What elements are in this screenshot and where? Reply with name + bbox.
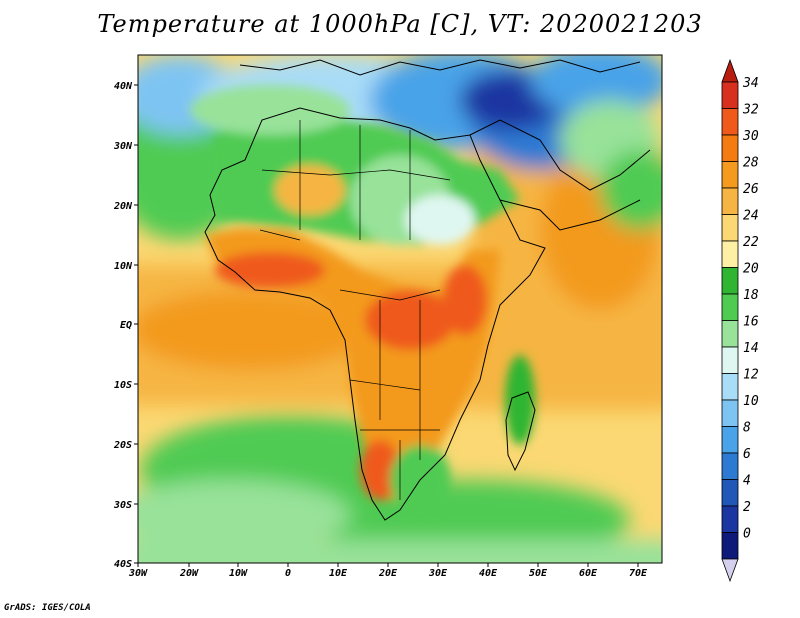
- colorbar-label: 26: [743, 182, 759, 197]
- y-tick-label: EQ: [120, 320, 132, 331]
- colorbar-label: 28: [743, 156, 759, 171]
- colorbar-label: 20: [743, 262, 759, 277]
- x-tick-label: 0: [285, 568, 291, 579]
- x-tick-label: 30W: [128, 568, 148, 579]
- x-tick-label: 10W: [229, 568, 248, 579]
- colorbar-label: 2: [743, 500, 751, 515]
- y-tick-label: 30N: [113, 141, 133, 152]
- colorbar-label: 24: [743, 209, 759, 224]
- colorbar-segment: [721, 214, 739, 242]
- colorbar-label: 10: [743, 394, 759, 409]
- colorbar-label: 4: [743, 474, 751, 489]
- colorbar-segment: [721, 399, 739, 427]
- y-tick-label: 10S: [114, 380, 132, 391]
- y-tick-label: 10N: [114, 261, 133, 272]
- y-tick-label: 20S: [113, 440, 132, 451]
- x-tick-label: 50E: [529, 568, 548, 579]
- chart-title: Temperature at 1000hPa [C], VT: 20200212…: [97, 10, 703, 38]
- colorbar-label: 12: [743, 368, 759, 383]
- credit-text: GrADS: IGES/COLA: [4, 603, 91, 613]
- x-tick-label: 20W: [179, 568, 199, 579]
- coastlines: [204, 59, 651, 521]
- colorbar-label: 32: [742, 103, 759, 118]
- colorbar-segment: [721, 346, 739, 374]
- colorbar-segment: [721, 161, 739, 189]
- x-tick-label: 20E: [378, 568, 398, 579]
- y-tick-label: 40S: [114, 559, 132, 570]
- colorbar-segment: [721, 293, 739, 321]
- colorbar-segment: [721, 505, 739, 533]
- map-frame: [137, 54, 663, 564]
- x-axis: 30W 20W 10W 0 10E 20E 30E 40E 50E 60E 70…: [128, 563, 648, 579]
- x-tick-label: 70E: [629, 568, 648, 579]
- colorbar-segment: [721, 81, 739, 109]
- colorbar-label: 30: [742, 129, 759, 144]
- temperature-field: [138, 55, 662, 563]
- x-tick-label: 60E: [579, 568, 598, 579]
- y-axis: 40N 30N 20N 10N EQ 10S 20S 30S 40S: [113, 81, 138, 570]
- colorbar-segment: [721, 373, 739, 401]
- colorbar-segment: [721, 267, 739, 295]
- y-tick-label: 30S: [113, 500, 132, 511]
- x-tick-label: 10E: [329, 568, 348, 579]
- colorbar-segment: [721, 532, 739, 560]
- colorbar-label: 8: [743, 421, 751, 436]
- colorbar-label: 6: [743, 447, 751, 462]
- colorbar-segment: [721, 240, 739, 268]
- colorbar-segment: [721, 187, 739, 215]
- y-tick-label: 40N: [114, 81, 133, 92]
- colorbar-top-arrow: [721, 58, 739, 83]
- colorbar-bottom-arrow: [721, 558, 739, 583]
- colorbar-label: 18: [743, 288, 759, 303]
- colorbar-label: 22: [743, 235, 759, 250]
- colorbar-segment: [721, 320, 739, 348]
- colorbar-label: 16: [743, 315, 759, 330]
- colorbar-label: 14: [743, 341, 759, 356]
- colorbar-segment: [721, 479, 739, 507]
- colorbar-segment: [721, 426, 739, 454]
- x-tick-label: 30E: [428, 568, 448, 579]
- colorbar-label: 34: [742, 76, 759, 91]
- y-tick-label: 20N: [113, 201, 133, 212]
- colorbar-segment: [721, 134, 739, 162]
- x-tick-label: 40E: [479, 568, 498, 579]
- colorbar-segment: [721, 452, 739, 480]
- colorbar-label: 0: [743, 527, 751, 542]
- colorbar-segment: [721, 108, 739, 136]
